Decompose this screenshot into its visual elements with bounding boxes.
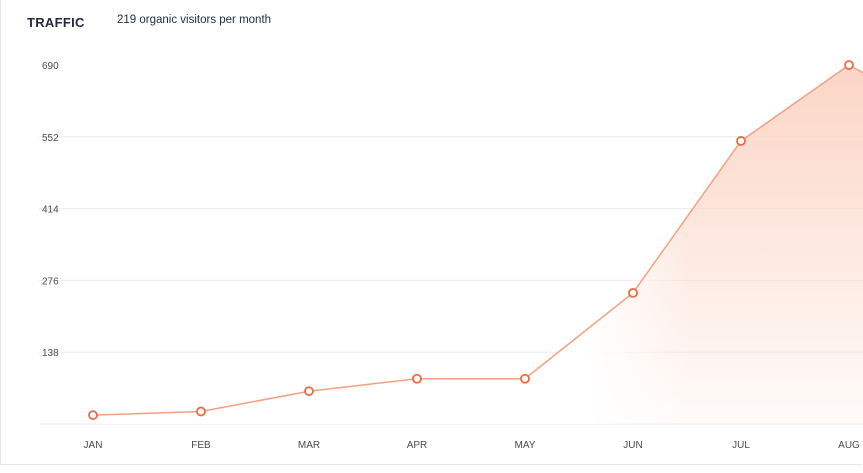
data-point-jun: [628, 287, 638, 298]
x-tick-label: FEB: [191, 440, 211, 451]
x-tick-label: JUN: [623, 440, 642, 451]
x-tick-label: JUL: [732, 440, 750, 451]
data-point-apr: [412, 373, 422, 384]
panel-subtitle: 219 organic visitors per month: [117, 14, 272, 26]
y-tick-label: 276: [42, 276, 59, 287]
series-area-fade: [93, 65, 863, 424]
data-point-may: [520, 373, 530, 384]
y-tick-label: 414: [42, 205, 59, 216]
x-tick-label: JAN: [84, 440, 103, 451]
data-point-jan: [88, 410, 98, 421]
data-point-feb: [196, 406, 206, 417]
y-tick-label: 552: [42, 133, 59, 144]
y-tick-label: 138: [42, 348, 59, 359]
x-tick-label: AUG: [838, 440, 860, 451]
x-tick-label: MAY: [515, 440, 536, 451]
panel-title: TRAFFIC: [27, 15, 85, 30]
data-point-aug: [844, 60, 854, 70]
data-point-jul: [736, 136, 746, 146]
x-tick-label: APR: [407, 440, 428, 451]
y-tick-label: 690: [42, 61, 59, 72]
x-tick-label: MAR: [298, 440, 320, 451]
panel-header: TRAFFIC 219 organic visitors per month: [1, 0, 862, 44]
data-point-mar: [304, 386, 314, 397]
